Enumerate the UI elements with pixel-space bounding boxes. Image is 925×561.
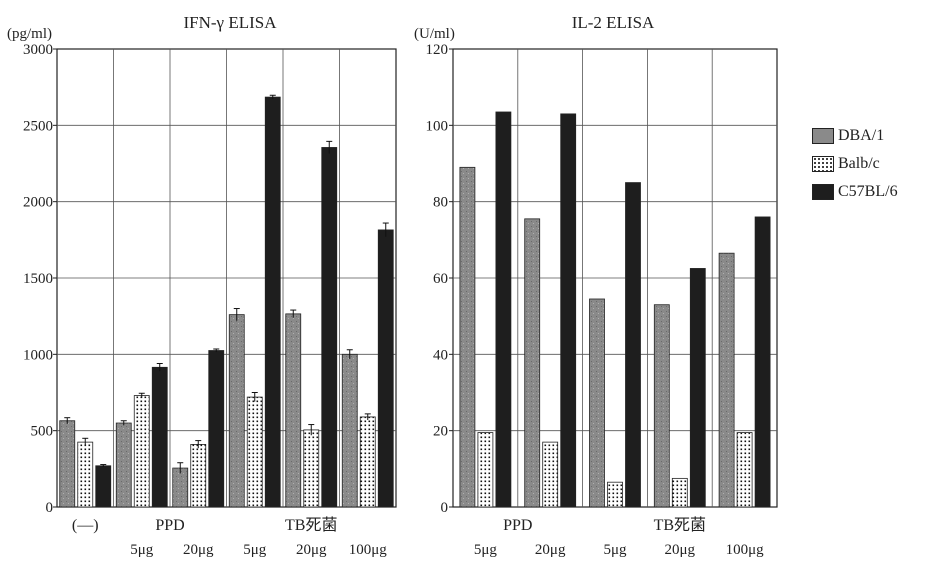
ifn-bar-c57bl6 (321, 147, 338, 508)
ifn-bar-dba1 (172, 467, 189, 508)
il2-category-label: 5μg (603, 542, 627, 558)
ifn-category-label: 20μg (183, 542, 214, 558)
il2-category-label: 20μg (665, 542, 696, 558)
ifn-bar-balbc (303, 429, 320, 508)
ifn-category-label: 5μg (243, 542, 267, 558)
legend-item-balbc: Balb/c (812, 150, 898, 178)
ifn-bar-dba1 (59, 420, 76, 508)
ifn-bar-balbc (359, 416, 376, 508)
legend-label-dba1: DBA/1 (838, 127, 885, 144)
ifn-bar-balbc (190, 444, 207, 508)
chart-legend: DBA/1 Balb/c C57BL/6 (812, 122, 898, 206)
il2-bar-c57bl6 (689, 268, 706, 508)
ifn-category-label: 20μg (296, 542, 327, 558)
il2-bar-balbc (477, 432, 494, 508)
ifn-bar-dba1 (115, 422, 132, 508)
il2-category-label: 20μg (535, 542, 566, 558)
ifn-bar-c57bl6 (151, 366, 168, 508)
il2-chart-title: IL-2 ELISA (572, 13, 655, 32)
ifn-unit-label: (pg/ml) (7, 26, 52, 42)
il2-y-tick-label: 120 (426, 42, 449, 58)
legend-swatch-c57bl6 (812, 184, 834, 200)
il2-y-tick-label: 40 (433, 347, 448, 363)
il2-bar-c57bl6 (625, 182, 641, 508)
ifn-bar-balbc (77, 441, 94, 508)
ifn-bar-balbc (246, 396, 263, 508)
il2-category-label: 5μg (474, 542, 498, 558)
ifn-y-tick-label: 2000 (23, 195, 53, 211)
legend-swatch-dba1 (812, 128, 834, 144)
il2-bar-balbc (607, 481, 623, 508)
legend-item-c57bl6: C57BL/6 (812, 178, 898, 206)
il2-bar-dba1 (589, 298, 605, 508)
il2-y-tick-label: 80 (433, 195, 448, 211)
il2-bar-balbc (736, 432, 753, 508)
legend-swatch-balbc (812, 156, 834, 172)
ifn-bar-c57bl6 (208, 350, 225, 508)
il2-y-tick-label: 100 (426, 118, 449, 134)
il2-y-tick-label: 20 (433, 424, 448, 440)
il2-bar-c57bl6 (560, 113, 577, 508)
ifn-bar-c57bl6 (95, 465, 112, 508)
ifn-y-tick-label: 3000 (23, 42, 53, 58)
il2-group-label: PPD (503, 517, 532, 534)
ifn-group-label: (—) (72, 517, 99, 534)
ifn-group-label: PPD (155, 517, 184, 534)
legend-item-dba1: DBA/1 (812, 122, 898, 150)
il2-bar-dba1 (653, 304, 670, 508)
ifn-bar-balbc (133, 395, 150, 508)
il2-y-tick-label: 60 (433, 271, 448, 287)
legend-label-balbc: Balb/c (838, 155, 880, 172)
ifn-y-tick-label: 0 (46, 500, 54, 516)
il2-bar-dba1 (524, 218, 541, 508)
ifn-y-tick-label: 500 (31, 424, 54, 440)
il2-unit-label: (U/ml) (414, 26, 455, 42)
ifn-bar-dba1 (228, 314, 245, 508)
ifn-bar-c57bl6 (377, 229, 394, 508)
il2-category-label: 100μg (726, 542, 765, 558)
il2-bar-balbc (671, 477, 688, 508)
il2-group-label: TB死菌 (654, 516, 706, 534)
il2-bar-balbc (542, 441, 559, 508)
il2-bar-c57bl6 (495, 111, 512, 508)
ifn-y-tick-label: 2500 (23, 118, 53, 134)
ifn-group-label: TB死菌 (285, 516, 337, 534)
ifn-category-label: 5μg (130, 542, 154, 558)
ifn-y-tick-label: 1500 (23, 271, 53, 287)
il2-bar-dba1 (459, 166, 476, 508)
ifn-bar-dba1 (341, 353, 358, 508)
ifn-bar-dba1 (285, 313, 302, 508)
ifn-chart-title: IFN-γ ELISA (184, 13, 278, 32)
ifn-y-tick-label: 1000 (23, 347, 53, 363)
legend-label-c57bl6: C57BL/6 (838, 183, 898, 200)
il2-y-tick-label: 0 (441, 500, 449, 516)
il2-bar-dba1 (718, 252, 735, 508)
ifn-bar-c57bl6 (264, 96, 281, 508)
ifn-category-label: 100μg (349, 542, 388, 558)
il2-bar-c57bl6 (754, 216, 771, 508)
